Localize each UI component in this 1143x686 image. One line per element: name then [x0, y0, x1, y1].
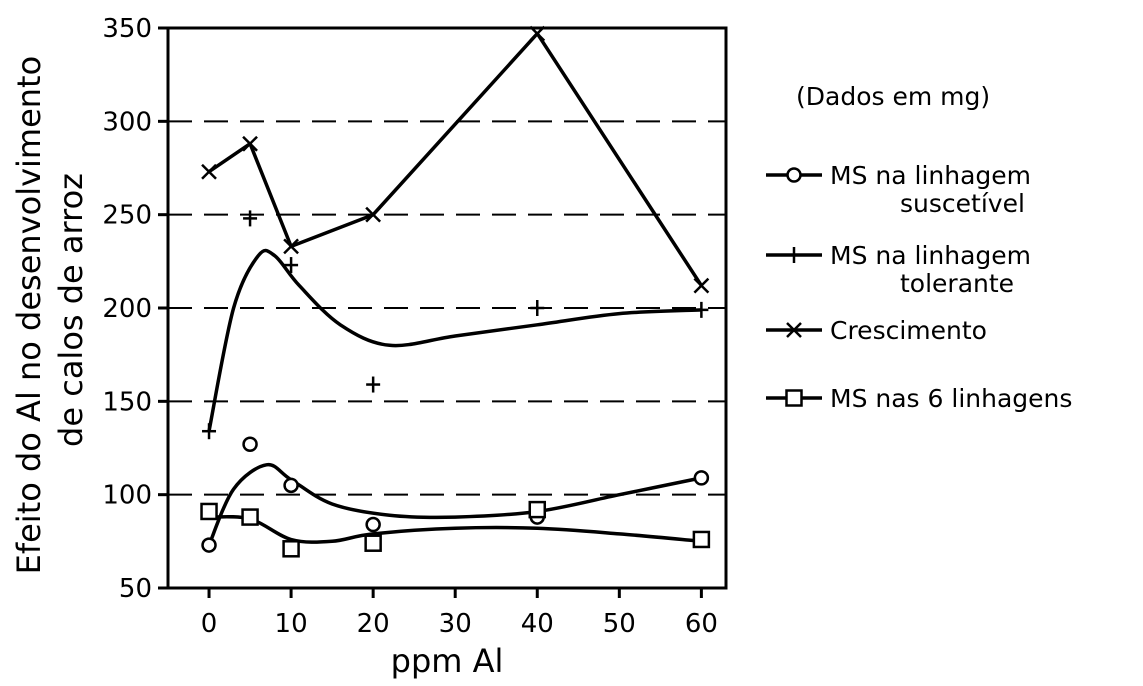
data-markers [200, 25, 711, 558]
data-point-ms-na-linhagem-tolerante-5 [243, 210, 258, 227]
y-tick-label-250: 250 [102, 201, 152, 231]
data-point-ms-na-linhagem-suscetivel-20 [365, 516, 381, 533]
y-axis-title-line-1: Efeito do Al no desenvolvimento [10, 56, 48, 575]
legend-label-line-1: MS na linhagem [830, 241, 1031, 270]
legend-label-line-2: tolerante [900, 269, 1014, 298]
data-point-ms-na-linhagem-tolerante-20 [366, 376, 381, 393]
legend: (Dados em mg) MS na linhagem suscetívelMS… [766, 82, 1072, 413]
legend-label-line-1: Crescimento [830, 316, 987, 345]
legend-marker-crescimento [786, 322, 802, 338]
data-point-crescimento-5 [242, 135, 258, 152]
data-point-ms-na-linhagem-suscetivel-5 [242, 436, 258, 453]
series-curves [207, 31, 703, 546]
x-tick-label-20: 20 [357, 609, 390, 639]
x-tick-label-60: 60 [685, 609, 718, 639]
y-tick-label-50: 50 [119, 574, 152, 604]
y-tick-label-100: 100 [102, 481, 152, 511]
data-point-crescimento-0 [201, 163, 217, 180]
data-point-crescimento-60 [693, 277, 710, 294]
legend-marker-ms-na-linhagem-suscetivel [786, 167, 802, 183]
x-tick-label-0: 0 [201, 609, 218, 639]
legend-label-line-1: MS na linhagem [830, 161, 1031, 190]
data-point-crescimento-40 [529, 25, 546, 42]
series-line-ms-nas-6-linhagens [208, 514, 702, 544]
x-axis-title: ppm Al [391, 642, 504, 680]
y-axis-title-line-2: de calos de arroz [52, 173, 90, 447]
y-tick-label-350: 350 [102, 14, 152, 44]
y-tick-label-300: 300 [102, 107, 152, 137]
legend-entry-ms-na-linhagem-tolerante: MS na linhagem tolerante [766, 241, 1031, 298]
data-point-ms-nas-6-linhagens-10 [282, 540, 300, 558]
x-tick-label-10: 10 [275, 609, 308, 639]
y-axis-title: Efeito do Al no desenvolvimento de calos… [10, 46, 90, 575]
data-point-crescimento-10 [283, 238, 299, 255]
series-line-crescimento [208, 31, 703, 287]
data-point-ms-na-linhagem-suscetivel-0 [201, 537, 217, 553]
gridlines [168, 120, 726, 496]
legend-entry-ms-na-linhagem-suscetivel: MS na linhagem suscetível [766, 161, 1031, 218]
legend-note: (Dados em mg) [796, 82, 990, 111]
y-tick-label-200: 200 [102, 294, 152, 324]
data-point-crescimento-20 [365, 206, 382, 223]
x-tick-label-40: 40 [521, 609, 554, 639]
legend-marker-ms-nas-6-linhagens [785, 389, 803, 407]
axis-ticks: 50 100 150 200 250 300 350 0 10 20 30 40 50 60 [102, 14, 718, 639]
data-point-ms-na-linhagem-tolerante-40 [530, 300, 545, 316]
legend-label-ms-na-linhagem-tolerante: MS na linhagem tolerante [830, 241, 1031, 298]
data-point-ms-na-linhagem-tolerante-10 [284, 257, 299, 274]
legend-label-line-1: MS nas 6 linhagens [830, 384, 1072, 413]
legend-label-line-2: suscetível [900, 189, 1025, 218]
data-point-ms-nas-6-linhagens-60 [692, 530, 711, 549]
data-point-ms-na-linhagem-tolerante-60 [694, 301, 709, 318]
x-tick-label-30: 30 [439, 609, 472, 639]
data-point-ms-nas-6-linhagens-5 [241, 508, 259, 526]
legend-marker-ms-na-linhagem-tolerante [787, 247, 801, 263]
legend-label-ms-na-linhagem-suscetivel: MS na linhagem suscetível [830, 161, 1031, 218]
data-point-ms-nas-6-linhagens-20 [364, 534, 382, 552]
data-point-ms-na-linhagem-suscetivel-60 [693, 470, 710, 486]
y-tick-label-150: 150 [102, 387, 152, 417]
legend-label-crescimento: Crescimento [830, 316, 987, 345]
data-point-ms-na-linhagem-suscetivel-10 [283, 477, 299, 494]
legend-entry-ms-nas-6-linhagens: MS nas 6 linhagens [766, 384, 1072, 413]
series-line-ms-na-linhagem-suscetivel [207, 462, 702, 546]
data-point-ms-nas-6-linhagens-0 [200, 502, 218, 521]
data-point-ms-na-linhagem-tolerante-0 [202, 423, 217, 440]
legend-label-ms-nas-6-linhagens: MS nas 6 linhagens [830, 384, 1072, 413]
x-tick-label-50: 50 [603, 609, 636, 639]
legend-entry-crescimento: Crescimento [766, 316, 987, 345]
data-point-ms-nas-6-linhagens-40 [528, 500, 547, 519]
series-line-ms-na-linhagem-tolerante [207, 248, 702, 432]
